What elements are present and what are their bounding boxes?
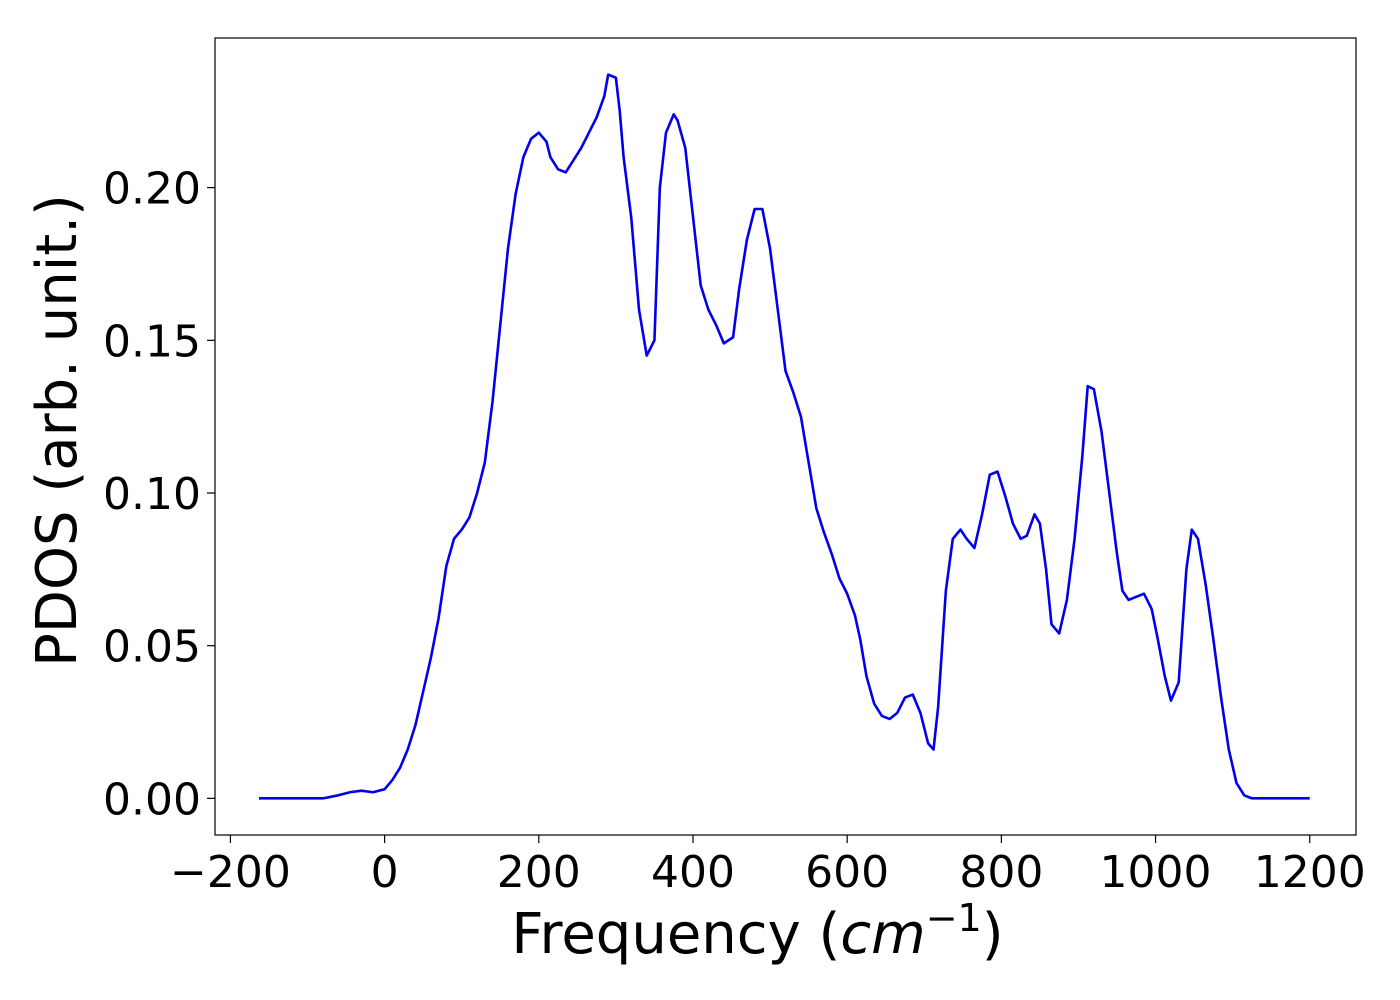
x-axis-title-suffix: ) <box>982 902 1004 967</box>
plot-frame <box>214 37 1357 836</box>
x-tick-label: 0 <box>371 847 399 898</box>
x-tick-label: 1200 <box>1254 847 1366 898</box>
x-tick-label: 800 <box>959 847 1043 898</box>
y-tick-label: 0.00 <box>103 774 201 825</box>
x-tick-label: 1000 <box>1100 847 1212 898</box>
y-tick-label: 0.15 <box>103 316 201 367</box>
y-axis-title: PDOS (arb. unit.) <box>25 194 90 667</box>
y-tick-label: 0.05 <box>103 622 201 673</box>
x-tick-label: 200 <box>497 847 581 898</box>
x-axis-title-prefix: Frequency ( <box>511 902 840 967</box>
y-tick-label: 0.10 <box>103 469 201 520</box>
x-tick-label: 600 <box>805 847 889 898</box>
x-axis-title-unit: cm <box>840 902 925 967</box>
series-layer <box>258 73 1310 800</box>
x-axis-title-exponent: −1 <box>926 896 982 940</box>
x-tick-label: −200 <box>170 847 291 898</box>
x-tick-label: 400 <box>651 847 735 898</box>
y-axis-ticks: 0.00 0.05 0.10 0.15 0.20 <box>103 164 215 825</box>
x-axis-ticks: −200 0 200 400 600 800 1000 1200 <box>170 835 1366 898</box>
pdos-series-line-0 <box>258 73 1310 800</box>
x-axis-title: Frequency (cm−1) <box>511 896 1003 967</box>
y-tick-label: 0.20 <box>103 164 201 215</box>
